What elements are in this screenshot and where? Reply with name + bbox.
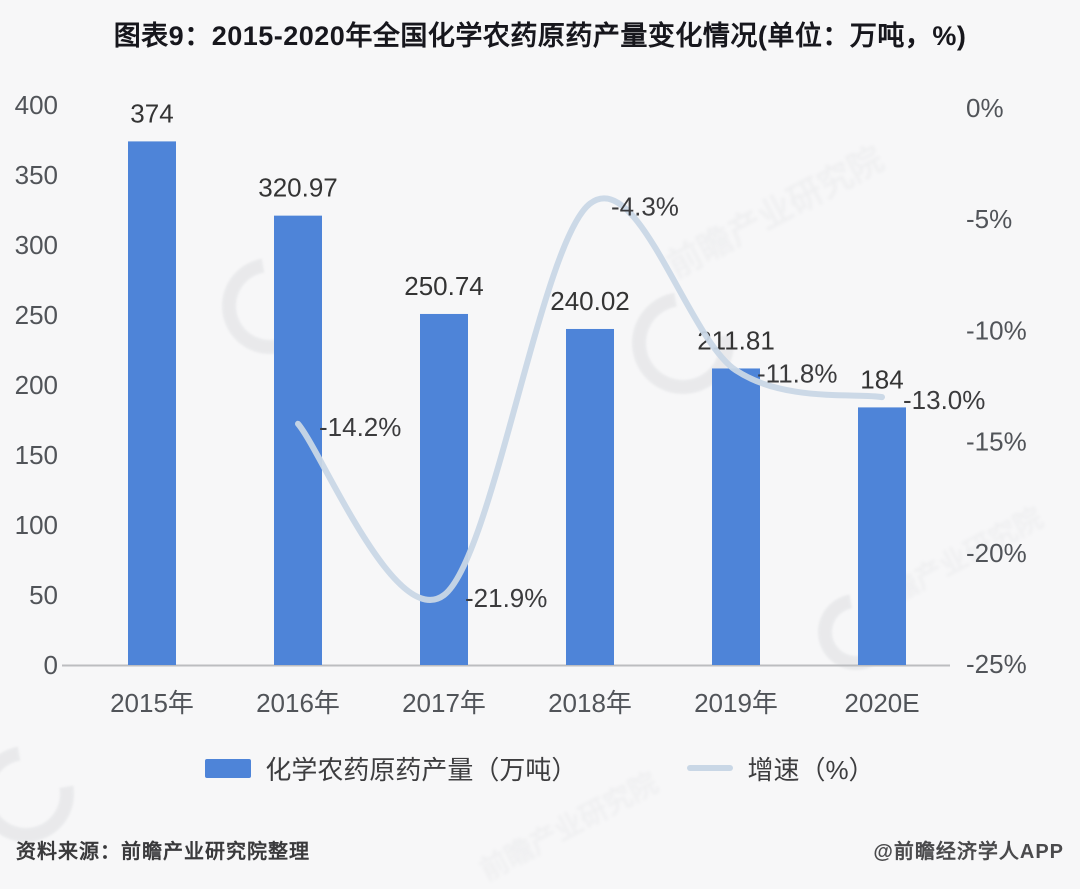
growth-point-label: -4.3%	[611, 192, 679, 222]
bar-2018年	[566, 328, 614, 665]
growth-point-label: -11.8%	[757, 358, 837, 388]
bar-2015年	[128, 141, 176, 665]
bar-value-label: 250.74	[404, 271, 484, 301]
combo-chart: 400 350 300 250 200 150 100 50 0 0% -5% -10% -15% -20…	[15, 90, 1027, 718]
right-axis-tick-label: -20%	[966, 538, 1027, 568]
legend-item-production: 化学农药原药产量（万吨）	[205, 750, 577, 787]
bar-value-label: 184	[860, 364, 903, 394]
left-axis-tick-label: 400	[15, 90, 58, 120]
bar-2016年	[274, 215, 322, 665]
x-axis-label: 2015年	[110, 688, 194, 718]
x-axis-label: 2020E	[844, 688, 919, 718]
left-axis-tick-label: 100	[15, 510, 58, 540]
x-axis-label: 2017年	[402, 688, 486, 718]
x-axis-label: 2016年	[256, 688, 340, 718]
legend-item-growth: 增速（%）	[687, 750, 875, 787]
growth-line	[295, 195, 885, 603]
bar-value-label: 240.02	[550, 286, 630, 316]
source-note: 资料来源：前瞻产业研究院整理	[16, 840, 310, 863]
left-axis-tick-label: 350	[15, 160, 58, 190]
right-axis-tick-label: -25%	[966, 649, 1027, 679]
legend: 化学农药原药产量（万吨） 增速（%）	[0, 748, 1080, 788]
bar-value-label: 374	[130, 98, 173, 128]
growth-point-label: -14.2%	[319, 412, 401, 442]
line-series-swatch	[687, 765, 734, 771]
right-axis-tick-label: -15%	[966, 427, 1027, 457]
bar-2017年	[420, 313, 468, 665]
right-axis-tick-label: -10%	[966, 315, 1027, 345]
growth-point-label: -21.9%	[465, 583, 547, 613]
bar-value-label: 320.97	[258, 173, 338, 203]
right-axis-tick-label: 0%	[966, 93, 1004, 123]
bar-series-label: 化学农药原药产量（万吨）	[265, 754, 578, 785]
left-axis-tick-label: 200	[15, 370, 58, 400]
chart-title: 图表9：2015-2020年全国化学农药原药产量变化情况(单位：万吨，%)	[113, 21, 967, 51]
left-axis-tick-label: 0	[44, 650, 58, 680]
x-axis-label: 2018年	[548, 688, 632, 718]
line-series-label: 增速（%）	[747, 754, 875, 785]
left-axis-tick-label: 300	[15, 230, 58, 260]
bar-2019年	[712, 368, 760, 665]
left-axis-tick-label: 150	[15, 440, 58, 470]
footer: 资料来源：前瞻产业研究院整理 @前瞻经济学人APP	[0, 832, 1080, 866]
growth-point-label: -13.0%	[903, 385, 985, 415]
left-axis-tick-label: 50	[29, 580, 58, 610]
right-axis-tick-label: -5%	[966, 204, 1012, 234]
bar-series-swatch	[205, 758, 252, 778]
left-axis-tick-label: 250	[15, 300, 58, 330]
x-axis-label: 2019年	[694, 688, 778, 718]
bar-2020E	[858, 407, 906, 665]
credit-note: @前瞻经济学人APP	[873, 840, 1064, 863]
